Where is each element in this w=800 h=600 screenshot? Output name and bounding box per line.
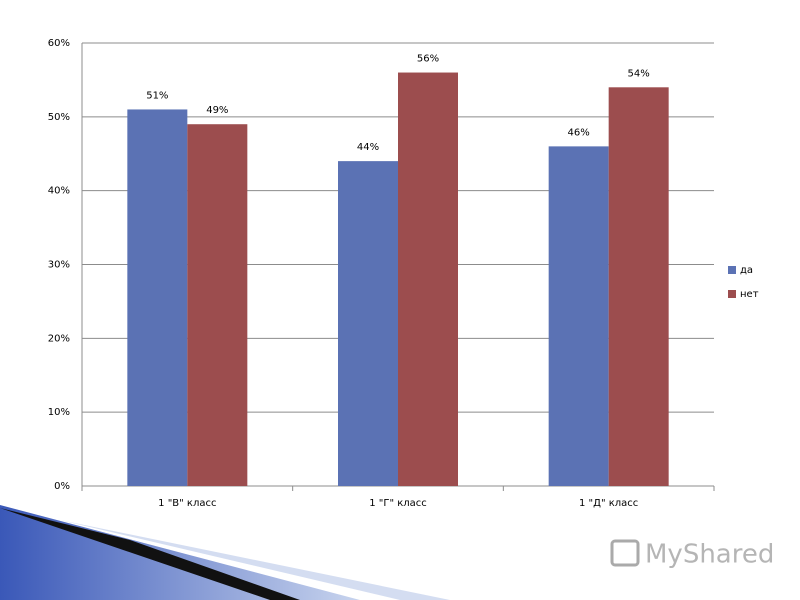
decor-wedge — [0, 505, 360, 600]
x-tick-label: 1 "Д" класс — [579, 498, 638, 509]
y-tick-label: 60% — [48, 38, 70, 49]
value-label: 56% — [417, 54, 439, 65]
y-tick-label: 40% — [48, 186, 70, 197]
watermark-logo: MyShared — [610, 539, 774, 570]
legend-label: да — [740, 265, 753, 276]
legend-swatch — [728, 290, 736, 298]
x-tick-label: 1 "Г" класс — [369, 498, 427, 509]
watermark-icon — [610, 539, 640, 567]
legend-swatch — [728, 266, 736, 274]
x-tick-label: 1 "В" класс — [158, 498, 216, 509]
legend-label: нет — [740, 289, 759, 300]
value-label: 44% — [357, 142, 379, 153]
y-tick-label: 0% — [54, 481, 70, 492]
value-label: 51% — [146, 90, 168, 101]
value-label: 46% — [568, 127, 590, 138]
value-label: 54% — [628, 68, 650, 79]
y-tick-label: 30% — [48, 260, 70, 271]
bar — [398, 72, 458, 487]
y-tick-label: 10% — [48, 407, 70, 418]
watermark-text: MyShared — [645, 540, 774, 570]
y-tick-label: 50% — [48, 112, 70, 123]
bar — [187, 124, 248, 486]
decor-stripe — [0, 508, 300, 600]
decor-stripe — [60, 520, 450, 600]
bar — [608, 87, 669, 487]
value-label: 49% — [206, 105, 228, 116]
y-tick-label: 20% — [48, 333, 70, 344]
bar — [338, 161, 398, 486]
bar — [127, 109, 188, 486]
bar — [548, 146, 609, 486]
